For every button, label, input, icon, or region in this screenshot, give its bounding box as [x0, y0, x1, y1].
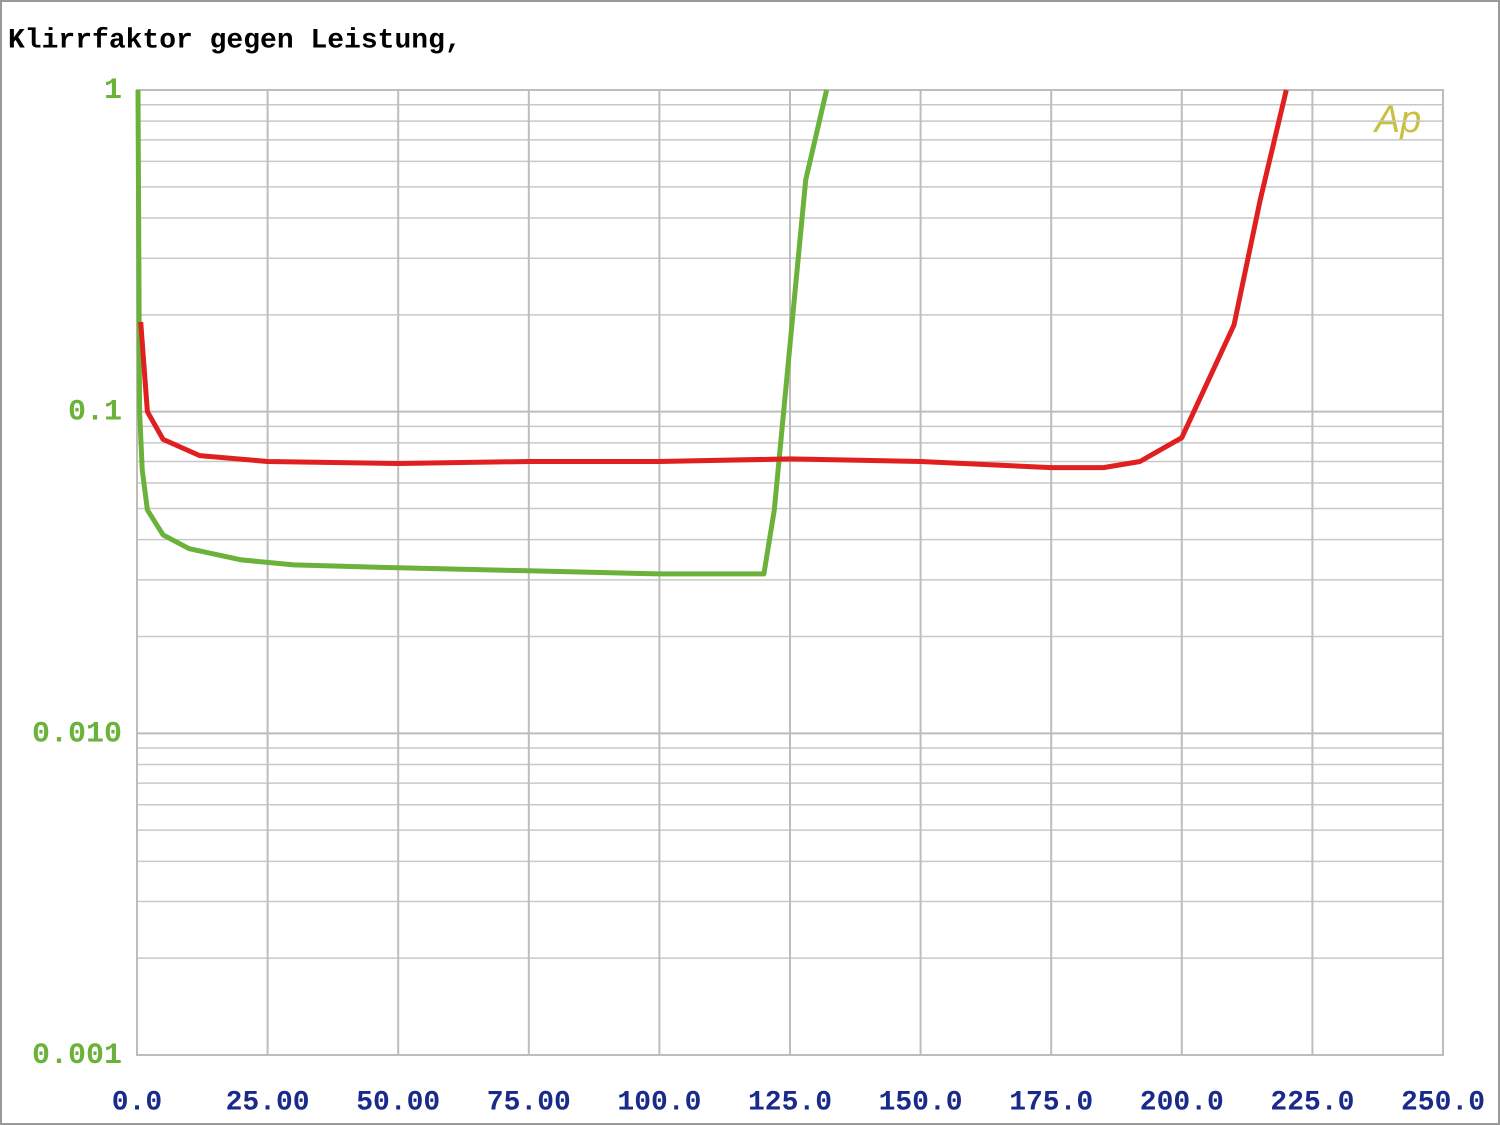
- x-tick-label: 50.00: [356, 1087, 440, 1118]
- y-tick-label: 0.001: [32, 1039, 122, 1073]
- x-tick-label: 100.0: [617, 1087, 701, 1118]
- y-tick-label: 1: [104, 74, 122, 108]
- watermark: Ap: [1373, 99, 1421, 141]
- x-tick-label: 25.00: [226, 1087, 310, 1118]
- series-line: [135, 89, 830, 577]
- chart-title: Klirrfaktor gegen Leistung,: [8, 25, 462, 56]
- y-tick-label: 0.010: [32, 717, 122, 751]
- x-tick-label: 150.0: [879, 1087, 963, 1118]
- y-tick-label: 0.1: [68, 396, 122, 430]
- plot-border: [136, 89, 1444, 1056]
- x-tick-label: 250.0: [1401, 1087, 1485, 1118]
- x-tick-label: 0.0: [112, 1087, 162, 1118]
- x-tick-label: 175.0: [1009, 1087, 1093, 1118]
- x-tick-label: 225.0: [1270, 1087, 1354, 1118]
- series-line: [138, 89, 1289, 471]
- x-tick-label: 125.0: [748, 1087, 832, 1118]
- x-tick-label: 200.0: [1140, 1087, 1224, 1118]
- x-tick-label: 75.00: [487, 1087, 571, 1118]
